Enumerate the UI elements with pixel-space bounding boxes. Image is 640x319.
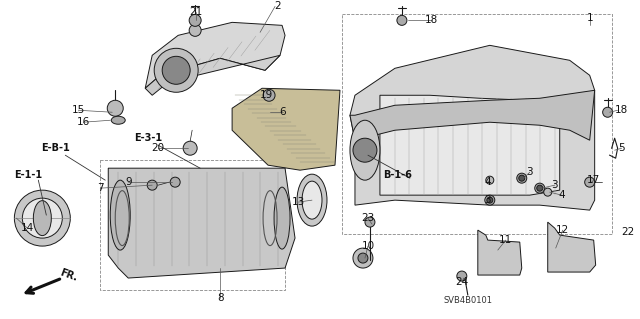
Text: 2: 2	[275, 1, 282, 11]
Circle shape	[544, 188, 552, 196]
Text: 9: 9	[125, 177, 132, 187]
Circle shape	[108, 100, 124, 116]
Polygon shape	[350, 45, 595, 210]
Polygon shape	[145, 75, 168, 95]
Circle shape	[537, 185, 543, 191]
Circle shape	[147, 180, 157, 190]
Text: E-3-1: E-3-1	[134, 133, 163, 143]
Polygon shape	[108, 168, 295, 278]
Text: 11: 11	[499, 235, 513, 245]
Text: 14: 14	[20, 223, 34, 233]
Circle shape	[162, 56, 190, 84]
Circle shape	[516, 173, 527, 183]
Text: 21: 21	[189, 7, 203, 17]
Circle shape	[486, 176, 494, 184]
Text: 4: 4	[558, 190, 565, 200]
Text: 24: 24	[455, 277, 468, 287]
Text: 6: 6	[280, 107, 286, 117]
Circle shape	[457, 271, 467, 281]
Text: 4: 4	[484, 177, 491, 187]
Text: E-1-1: E-1-1	[14, 170, 42, 180]
Ellipse shape	[297, 174, 327, 226]
Text: 5: 5	[618, 143, 625, 153]
Circle shape	[154, 48, 198, 92]
Circle shape	[535, 183, 545, 193]
Circle shape	[353, 248, 373, 268]
Text: B-1-6: B-1-6	[383, 170, 412, 180]
Text: 13: 13	[291, 197, 305, 207]
Circle shape	[170, 177, 180, 187]
Polygon shape	[145, 22, 285, 88]
Circle shape	[485, 195, 495, 205]
Text: 3: 3	[552, 180, 558, 190]
Circle shape	[585, 177, 595, 187]
Circle shape	[603, 107, 612, 117]
Bar	[342, 14, 612, 234]
Circle shape	[397, 15, 407, 25]
Text: SVB4B0101: SVB4B0101	[444, 295, 492, 305]
Text: 16: 16	[77, 117, 90, 127]
Polygon shape	[548, 222, 596, 272]
Text: 1: 1	[586, 13, 593, 23]
Polygon shape	[160, 55, 280, 82]
Circle shape	[22, 198, 62, 238]
Bar	[100, 160, 285, 290]
Text: 8: 8	[217, 293, 223, 303]
Text: E-B-1: E-B-1	[41, 143, 70, 153]
Ellipse shape	[110, 180, 130, 250]
Text: 3: 3	[484, 195, 491, 205]
Circle shape	[353, 138, 377, 162]
Circle shape	[487, 197, 493, 203]
Text: 12: 12	[556, 225, 570, 235]
Circle shape	[183, 141, 197, 155]
Text: 22: 22	[621, 227, 634, 237]
Text: FR.: FR.	[58, 268, 79, 283]
Text: 18: 18	[615, 105, 628, 115]
Circle shape	[263, 89, 275, 101]
Circle shape	[189, 24, 201, 36]
Text: 20: 20	[152, 143, 164, 153]
Polygon shape	[350, 90, 595, 140]
Circle shape	[365, 217, 375, 227]
Ellipse shape	[274, 187, 290, 249]
Text: 18: 18	[425, 15, 438, 25]
Polygon shape	[478, 230, 522, 275]
Ellipse shape	[302, 181, 322, 219]
Circle shape	[189, 14, 201, 26]
Polygon shape	[380, 95, 560, 195]
Ellipse shape	[33, 201, 51, 236]
Text: 17: 17	[587, 175, 600, 185]
Text: 15: 15	[72, 105, 85, 115]
Text: 10: 10	[362, 241, 374, 251]
Text: 7: 7	[97, 183, 104, 193]
Circle shape	[519, 175, 525, 181]
Circle shape	[14, 190, 70, 246]
Polygon shape	[232, 88, 340, 170]
Text: 19: 19	[259, 90, 273, 100]
Circle shape	[358, 253, 368, 263]
Ellipse shape	[111, 116, 125, 124]
Text: 3: 3	[527, 167, 533, 177]
Ellipse shape	[350, 120, 380, 180]
Text: 23: 23	[362, 213, 374, 223]
